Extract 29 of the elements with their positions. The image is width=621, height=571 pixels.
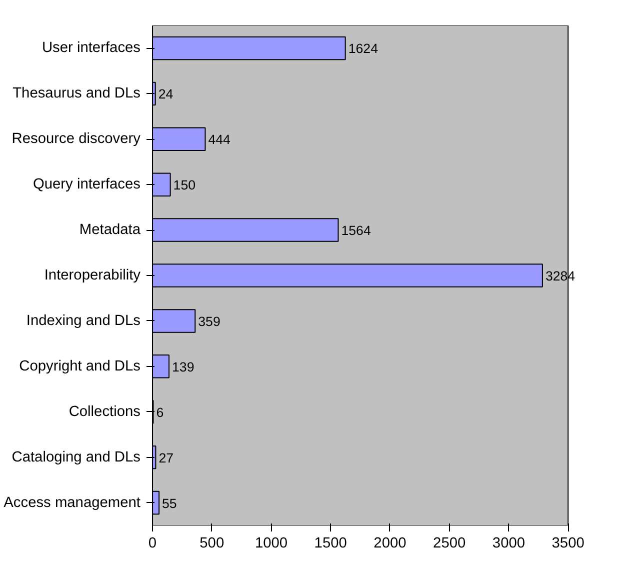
y-tick-label: Interoperability [44, 268, 142, 284]
x-tick-label: 1500 [314, 536, 347, 552]
y-tick-label: Query interfaces [32, 176, 141, 193]
y-tick-label: Access management [4, 494, 140, 511]
y-tick-label: Indexing and DLs [26, 312, 141, 329]
y-tick-label: Thesaurus and DLs [12, 86, 140, 102]
data-label: 1624 [348, 41, 379, 56]
x-tick-label: 0 [148, 536, 157, 552]
data-label: 1564 [341, 223, 372, 238]
data-label: 55 [162, 496, 177, 511]
x-tick-label: 3000 [492, 536, 526, 552]
data-label: 139 [172, 359, 194, 374]
data-label: 27 [158, 450, 174, 466]
x-tick-label: 2000 [374, 536, 406, 552]
y-tick-label: User interfaces [42, 40, 141, 56]
data-label: 359 [198, 314, 220, 329]
y-tick-label: Cataloging and DLs [12, 449, 141, 466]
y-tick-label: Metadata [79, 222, 142, 238]
data-label: 150 [173, 178, 196, 193]
x-tick-label: 2500 [433, 536, 466, 552]
y-tick-label: Collections [68, 404, 140, 420]
data-label: 444 [208, 132, 232, 148]
x-tick-label: 3500 [552, 536, 584, 552]
x-tick-label: 500 [200, 536, 224, 552]
y-tick-label: Copyright and DLs [19, 358, 141, 374]
data-label: 24 [158, 86, 174, 102]
data-label: 6 [156, 404, 164, 420]
x-tick-label: 1000 [254, 536, 288, 552]
y-tick-label: Resource discovery [12, 131, 142, 148]
